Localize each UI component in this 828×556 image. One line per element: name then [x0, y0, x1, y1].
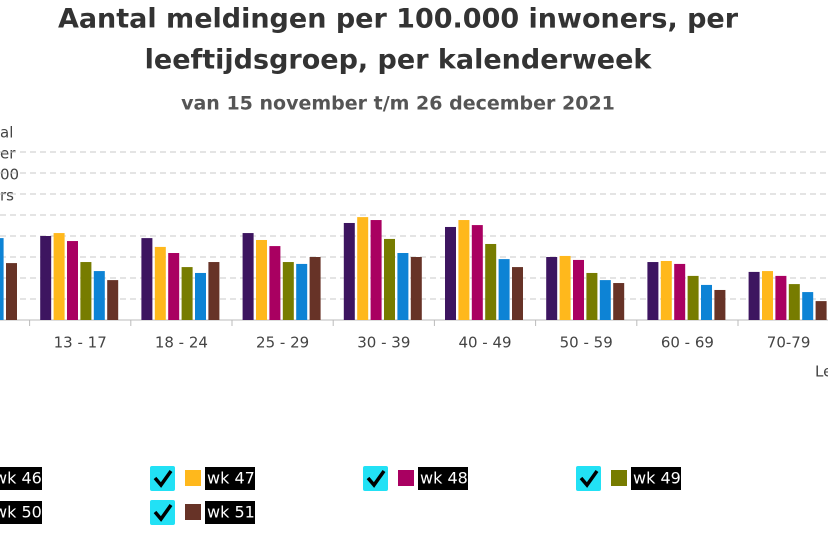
legend-item[interactable]: wk 46 — [0, 466, 42, 491]
x-tick-label: 13 - 17 — [54, 334, 107, 352]
bar — [714, 289, 726, 320]
legend-item[interactable]: wk 47 — [150, 466, 255, 491]
legend-checkmark — [153, 503, 173, 522]
legend-label-bg — [205, 467, 255, 490]
bar — [6, 263, 17, 320]
legend-checkmark — [579, 469, 599, 488]
legend-checkbox[interactable] — [363, 466, 388, 491]
legend-label: wk 51 — [207, 503, 255, 522]
x-tick-label: 60 - 69 — [661, 334, 714, 352]
bar — [445, 226, 456, 320]
bar — [599, 280, 611, 320]
bar — [141, 238, 153, 320]
legend-item[interactable]: wk 48 — [363, 466, 468, 491]
legend-checkbox[interactable] — [150, 500, 175, 525]
bar — [80, 262, 92, 320]
bar — [269, 246, 281, 320]
bar — [762, 271, 773, 320]
bar — [53, 233, 65, 320]
bar — [485, 243, 497, 320]
x-tick-label: 18 - 24 — [155, 334, 208, 352]
bar — [282, 262, 294, 320]
legend-item[interactable]: wk 49 — [576, 466, 681, 491]
bar — [357, 217, 369, 320]
legend-label-bg — [0, 467, 42, 490]
bar — [573, 259, 584, 320]
bar — [498, 259, 510, 320]
chart-title: leeftijdsgroep, per kalenderweek — [145, 45, 653, 76]
bar — [647, 262, 659, 320]
y-axis-label: er — [0, 145, 16, 163]
legend-label: wk 48 — [420, 469, 468, 488]
bar — [471, 225, 483, 320]
bar — [802, 292, 814, 320]
legend-label-bg — [0, 501, 42, 524]
bar — [815, 301, 827, 320]
bar — [512, 267, 523, 320]
legend-label: wk 46 — [0, 469, 42, 488]
x-tick-label: 70-79 — [767, 334, 811, 352]
x-axis-label: Le — [815, 363, 828, 381]
y-axis-label: 00 — [0, 166, 19, 184]
bar — [546, 257, 558, 320]
bar — [788, 284, 800, 320]
bar — [0, 238, 4, 320]
bar — [660, 260, 672, 320]
legend-item[interactable]: wk 51 — [150, 500, 255, 525]
bar — [384, 238, 395, 320]
bar — [343, 222, 355, 320]
bar — [559, 255, 571, 320]
bar — [168, 253, 180, 320]
bar — [208, 262, 220, 320]
bar — [410, 257, 422, 320]
x-tick-label: 30 - 39 — [357, 334, 410, 352]
bar — [674, 263, 686, 320]
bar — [195, 272, 206, 320]
legend-label-bg — [631, 467, 681, 490]
legend-swatch — [185, 504, 201, 520]
y-axis-label: rs — [0, 187, 14, 205]
legend-swatch — [398, 470, 414, 486]
legend-checkmark — [366, 469, 386, 488]
bar — [748, 271, 760, 320]
bar — [397, 253, 409, 320]
legend-label: wk 47 — [207, 469, 255, 488]
x-tick-label: 40 - 49 — [458, 334, 511, 352]
bar — [154, 246, 166, 320]
chart-title: Aantal meldingen per 100.000 inwoners, p… — [58, 4, 739, 35]
y-axis-label: al — [0, 124, 13, 142]
legend-checkbox[interactable] — [576, 466, 601, 491]
bar — [458, 220, 470, 320]
legend-swatch — [611, 470, 627, 486]
bar — [40, 236, 52, 320]
bar — [309, 257, 321, 320]
bar — [181, 267, 193, 320]
x-tick-label: 25 - 29 — [256, 334, 309, 352]
bar — [586, 272, 598, 320]
bar — [613, 283, 625, 320]
legend-label-bg — [205, 501, 255, 524]
bar — [67, 241, 78, 320]
bar — [256, 239, 267, 320]
bar — [93, 271, 105, 320]
bar — [701, 284, 712, 320]
legend-checkbox[interactable] — [150, 466, 175, 491]
bar — [775, 275, 787, 320]
x-tick-label: 50 - 59 — [560, 334, 613, 352]
bar — [296, 263, 308, 320]
legend-label-bg — [418, 467, 468, 490]
bar — [242, 233, 254, 320]
chart-subtitle: van 15 november t/m 26 december 2021 — [181, 93, 615, 115]
legend-item[interactable]: wk 50 — [0, 500, 42, 525]
bar — [370, 220, 382, 320]
legend-swatch — [185, 470, 201, 486]
bar — [687, 275, 699, 320]
legend-label: wk 49 — [633, 469, 681, 488]
bar — [107, 280, 119, 320]
legend-checkmark — [153, 469, 173, 488]
legend-label: wk 50 — [0, 503, 42, 522]
